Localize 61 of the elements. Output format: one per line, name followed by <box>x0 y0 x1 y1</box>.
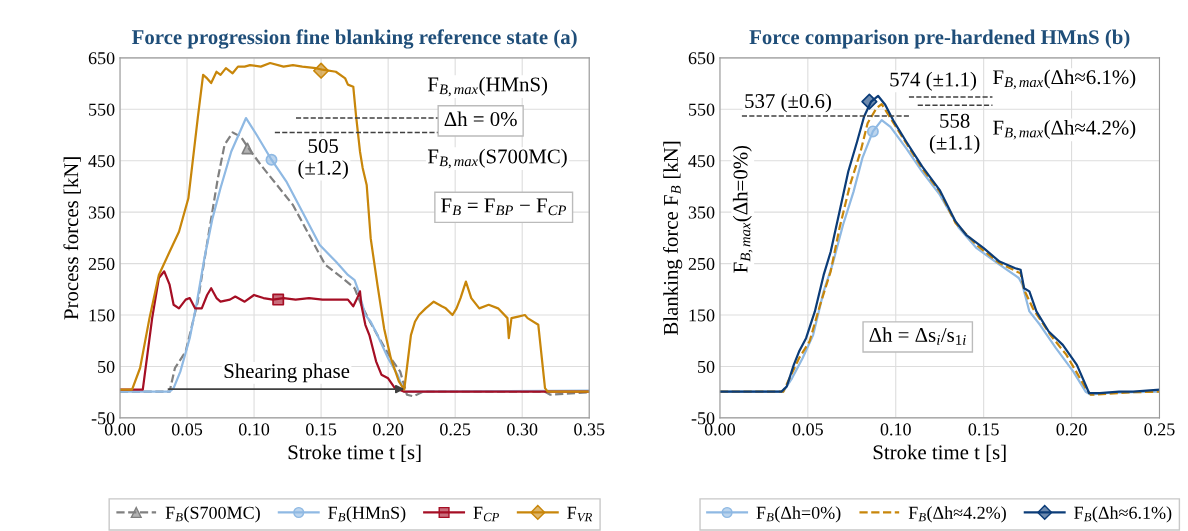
x-tick-label: 0.15 <box>968 423 999 436</box>
point <box>312 62 330 79</box>
y-tick-label: 350 <box>88 206 115 219</box>
x-axis-title: Stroke time t [s] <box>873 444 1006 462</box>
x-tick-label: 0.20 <box>1056 423 1087 436</box>
x-tick-label: 0.20 <box>373 423 404 436</box>
y-tick-label: 450 <box>88 155 115 168</box>
annotation: F$_{B,max}$(S700MC) <box>427 148 567 169</box>
y-tick-label: 50 <box>98 360 115 373</box>
y-tick-label: 650 <box>88 52 115 65</box>
annotation: F$_{B}$ = F$_{BP}$ − F$_{CP}$ <box>441 198 567 216</box>
point <box>272 293 285 306</box>
legend-label: F$_{B}$(Δh≈6.1%) <box>1074 506 1172 523</box>
x-tick-label: 0.35 <box>574 423 605 436</box>
line-series <box>119 61 590 393</box>
annotation: F$_{B,max}$(HMnS) <box>427 76 548 97</box>
x-tick-label: 0.15 <box>305 423 337 436</box>
y-tick-label: 550 <box>89 103 115 116</box>
annotation: Shearing phase <box>224 363 350 383</box>
x-tick-label: 0.00 <box>104 423 136 436</box>
point <box>265 153 278 166</box>
chart-title: Force comparison pre-hardened HMnS (b) <box>749 29 1130 49</box>
chart-title: Force progression fine blanking reference state (a) <box>131 29 577 49</box>
y-tick-label: 150 <box>689 309 715 322</box>
legend-label: F$_{CP}$ <box>473 506 499 522</box>
point <box>241 142 254 155</box>
y-tick-label: 550 <box>689 103 715 116</box>
legend-label: F$_{B}$(Δh≈4.2%) <box>908 506 1006 523</box>
annotation: F$_{B,max}$(Δh=0%) <box>732 145 753 273</box>
y-tick-label: 650 <box>688 52 715 65</box>
x-tick-label: 0.00 <box>704 423 736 436</box>
legend-label: F$_{VR}$ <box>567 506 593 522</box>
annotation: F$_{B,max}$(Δh≈6.1%) <box>993 69 1136 90</box>
x-axis-title: Stroke time t [s] <box>288 444 421 462</box>
y-tick-label: -50 <box>91 412 115 425</box>
y-tick-label: 450 <box>688 155 715 168</box>
x-tick-label: 0.25 <box>440 423 471 436</box>
annotation: 558 (±1.1) <box>929 113 980 154</box>
x-tick-label: 0.05 <box>792 423 823 436</box>
annotation: 537 (±0.6) <box>745 93 831 113</box>
legend-label: F$_{B}$(Δh=0%) <box>756 506 841 523</box>
x-tick-label: 0.10 <box>880 423 911 436</box>
y-axis-title: Blanking force F$_{B}$ [kN] <box>663 141 683 335</box>
annotation: 505 (±1.2) <box>298 138 348 180</box>
annotation: 574 (±1.1) <box>890 71 977 91</box>
x-tick-label: 0.05 <box>171 423 203 436</box>
x-tick-label: 0.30 <box>507 423 538 436</box>
y-tick-label: 50 <box>698 360 715 373</box>
y-axis-title: Process forces [kN] <box>63 157 81 320</box>
legend-label: F$_{B}$(S700MC) <box>165 506 260 523</box>
y-tick-label: -50 <box>691 412 715 425</box>
y-tick-label: 250 <box>88 257 115 271</box>
legend-label: F$_{B}$(HMnS) <box>328 506 406 523</box>
annotation: F$_{B,max}$(Δh≈4.2%) <box>993 119 1136 140</box>
annotation: Δh = 0% <box>444 111 517 127</box>
y-tick-label: 250 <box>688 257 715 271</box>
x-tick-label: 0.10 <box>238 423 270 436</box>
x-tick-label: 0.25 <box>1144 423 1175 436</box>
y-tick-label: 350 <box>688 206 715 219</box>
y-tick-label: 150 <box>89 309 115 322</box>
annotation: Δh = Δs$_{i}$/s$_{1i}$ <box>869 327 966 345</box>
